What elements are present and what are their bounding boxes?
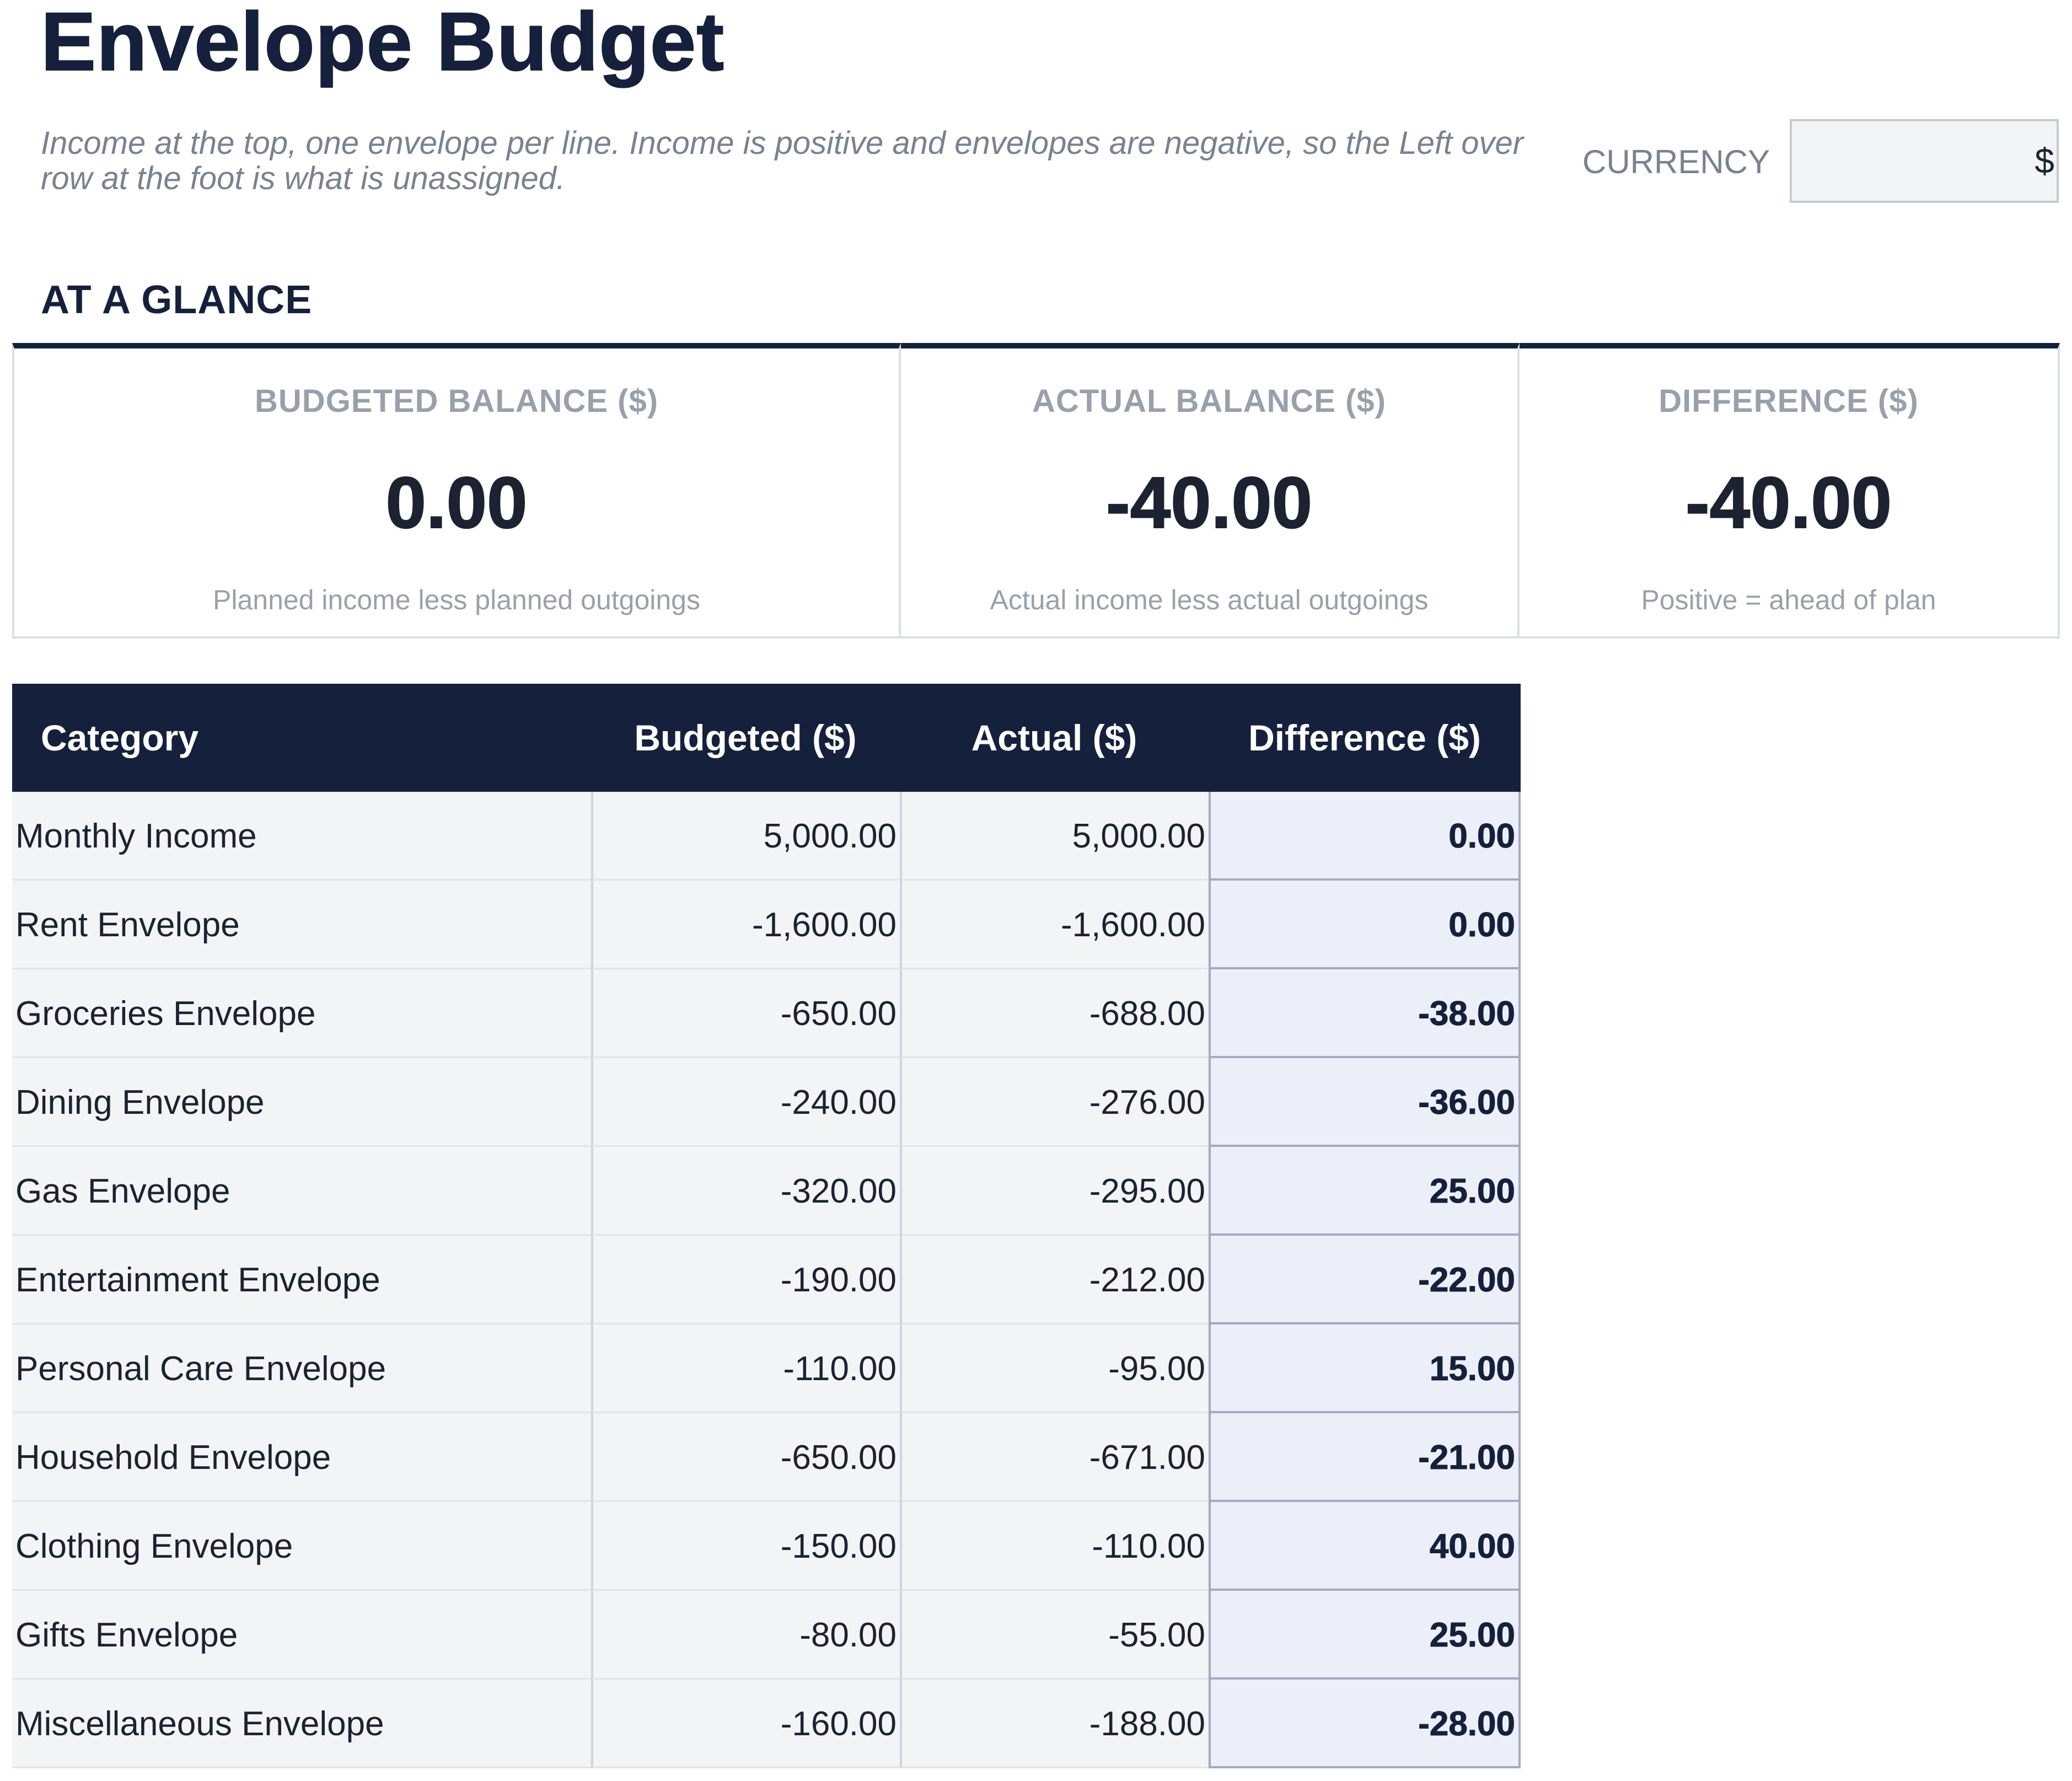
actual-cell[interactable]: -188.00	[900, 1680, 1209, 1768]
difference-cell: -21.00	[1209, 1413, 1521, 1502]
actual-cell[interactable]: -688.00	[900, 969, 1209, 1058]
difference-cell: 15.00	[1209, 1324, 1521, 1413]
budgeted-cell[interactable]: -160.00	[591, 1680, 900, 1768]
actual-cell[interactable]: -671.00	[900, 1413, 1209, 1502]
budgeted-cell[interactable]: -150.00	[591, 1502, 900, 1591]
budgeted-cell[interactable]: -650.00	[591, 1413, 900, 1502]
actual-cell[interactable]: -276.00	[900, 1058, 1209, 1147]
card-label: DIFFERENCE ($)	[1658, 383, 1919, 419]
category-cell[interactable]: Clothing Envelope	[12, 1502, 591, 1591]
actual-cell[interactable]: -55.00	[900, 1591, 1209, 1680]
difference-card: DIFFERENCE ($) -40.00 Positive = ahead o…	[1520, 343, 2060, 639]
difference-cell: 40.00	[1209, 1502, 1521, 1591]
difference-cell: 0.00	[1209, 792, 1521, 881]
category-cell[interactable]: Household Envelope	[12, 1413, 591, 1502]
category-cell[interactable]: Groceries Envelope	[12, 969, 591, 1058]
actual-balance-card: ACTUAL BALANCE ($) -40.00 Actual income …	[901, 343, 1520, 639]
actual-cell[interactable]: -95.00	[900, 1324, 1209, 1413]
difference-cell: -28.00	[1209, 1680, 1521, 1768]
budgeted-cell[interactable]: -320.00	[591, 1147, 900, 1236]
difference-cell: 0.00	[1209, 881, 1521, 969]
category-cell[interactable]: Gas Envelope	[12, 1147, 591, 1236]
card-value: -40.00	[1105, 462, 1313, 543]
card-note: Planned income less planned outgoings	[213, 584, 700, 615]
page-title: Envelope Budget	[40, 0, 725, 88]
table-row: Groceries Envelope -650.00 -688.00 -38.0…	[12, 969, 1521, 1058]
currency-label: CURRENCY	[1582, 143, 1770, 180]
table-row: Rent Envelope -1,600.00 -1,600.00 0.00	[12, 881, 1521, 969]
actual-cell[interactable]: -295.00	[900, 1147, 1209, 1236]
category-cell[interactable]: Miscellaneous Envelope	[12, 1680, 591, 1768]
budgeted-cell[interactable]: 5,000.00	[591, 792, 900, 881]
difference-cell: -36.00	[1209, 1058, 1521, 1147]
at-a-glance-heading: AT A GLANCE	[41, 278, 313, 322]
header-actual: Actual ($)	[971, 717, 1137, 758]
header-difference: Difference ($)	[1248, 717, 1481, 758]
budgeted-balance-card: BUDGETED BALANCE ($) 0.00 Planned income…	[12, 343, 901, 639]
at-a-glance-cards: BUDGETED BALANCE ($) 0.00 Planned income…	[12, 343, 2060, 639]
card-label: ACTUAL BALANCE ($)	[1032, 383, 1386, 419]
currency-input[interactable]: $	[1790, 119, 2059, 203]
header-budgeted: Budgeted ($)	[634, 717, 857, 758]
card-value: 0.00	[385, 462, 528, 543]
table-row: Dining Envelope -240.00 -276.00 -36.00	[12, 1058, 1521, 1147]
difference-cell: -22.00	[1209, 1236, 1521, 1324]
actual-cell[interactable]: -212.00	[900, 1236, 1209, 1324]
table-row: Personal Care Envelope -110.00 -95.00 15…	[12, 1324, 1521, 1413]
category-cell[interactable]: Rent Envelope	[12, 881, 591, 969]
difference-cell: -38.00	[1209, 969, 1521, 1058]
budgeted-cell[interactable]: -110.00	[591, 1324, 900, 1413]
category-cell[interactable]: Dining Envelope	[12, 1058, 591, 1147]
table-row: Gifts Envelope -80.00 -55.00 25.00	[12, 1591, 1521, 1680]
card-note: Positive = ahead of plan	[1641, 584, 1936, 615]
budgeted-cell[interactable]: -650.00	[591, 969, 900, 1058]
budgeted-cell[interactable]: -190.00	[591, 1236, 900, 1324]
category-cell[interactable]: Gifts Envelope	[12, 1591, 591, 1680]
budgeted-cell[interactable]: -1,600.00	[591, 881, 900, 969]
difference-cell: 25.00	[1209, 1591, 1521, 1680]
table-row: Entertainment Envelope -190.00 -212.00 -…	[12, 1236, 1521, 1324]
category-cell[interactable]: Entertainment Envelope	[12, 1236, 591, 1324]
card-note: Actual income less actual outgoings	[990, 584, 1429, 615]
table-row: Miscellaneous Envelope -160.00 -188.00 -…	[12, 1680, 1521, 1768]
table-row: Gas Envelope -320.00 -295.00 25.00	[12, 1147, 1521, 1236]
table-row: Monthly Income 5,000.00 5,000.00 0.00	[12, 792, 1521, 881]
category-cell[interactable]: Monthly Income	[12, 792, 591, 881]
table-row: Household Envelope -650.00 -671.00 -21.0…	[12, 1413, 1521, 1502]
envelope-table: Category Budgeted ($) Actual ($) Differe…	[12, 684, 1521, 1768]
page-subtitle: Income at the top, one envelope per line…	[41, 125, 1524, 196]
category-cell[interactable]: Personal Care Envelope	[12, 1324, 591, 1413]
difference-cell: 25.00	[1209, 1147, 1521, 1236]
header-category: Category	[41, 717, 199, 758]
actual-cell[interactable]: 5,000.00	[900, 792, 1209, 881]
budgeted-cell[interactable]: -80.00	[591, 1591, 900, 1680]
budgeted-cell[interactable]: -240.00	[591, 1058, 900, 1147]
table-header: Category Budgeted ($) Actual ($) Differe…	[12, 684, 1521, 792]
actual-cell[interactable]: -1,600.00	[900, 881, 1209, 969]
card-label: BUDGETED BALANCE ($)	[254, 383, 659, 419]
card-value: -40.00	[1685, 462, 1892, 543]
table-row: Clothing Envelope -150.00 -110.00 40.00	[12, 1502, 1521, 1591]
actual-cell[interactable]: -110.00	[900, 1502, 1209, 1591]
